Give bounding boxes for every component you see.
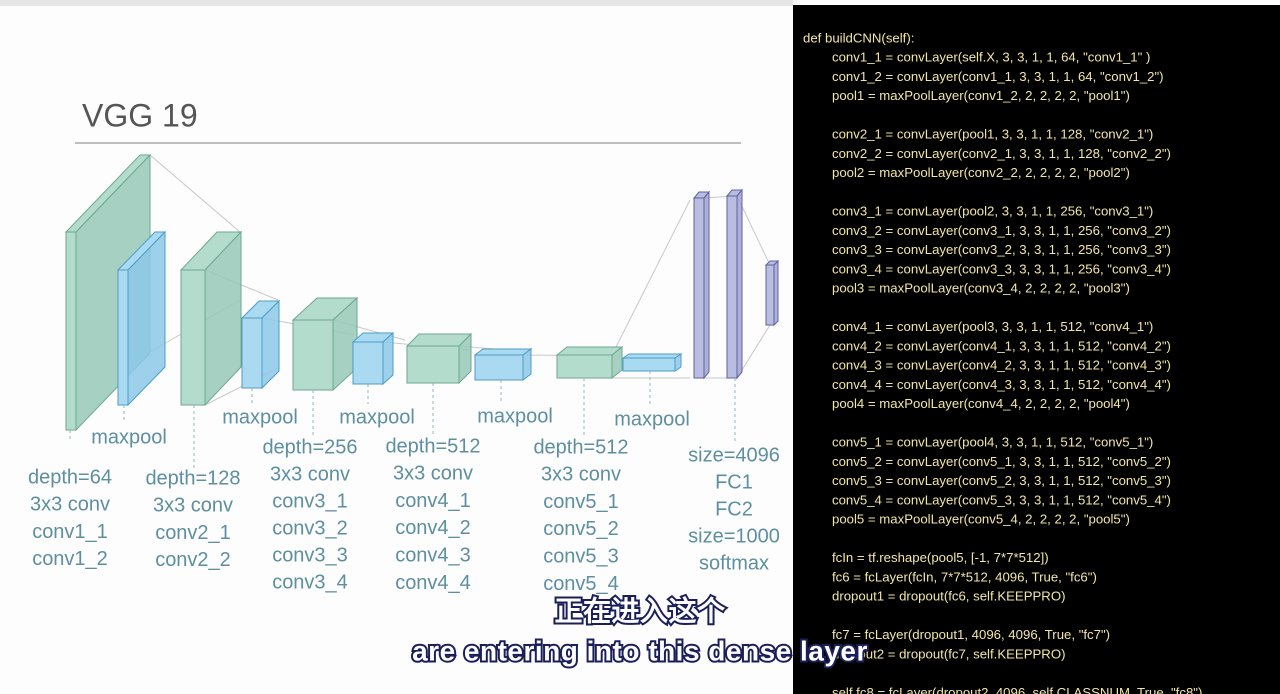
layer-top (621, 353, 683, 359)
layer-label: conv4_3 (395, 544, 471, 566)
layer-label: conv1_1 (32, 521, 108, 543)
layer-label: size=1000 (688, 525, 780, 547)
subtitle-chinese: 正在进入这个 (554, 594, 726, 626)
layer-front (241, 317, 263, 389)
code-line: pool1 = maxPoolLayer(conv1_2, 2, 2, 2, 2… (832, 88, 1130, 103)
layer-label: depth=512 (385, 435, 480, 457)
vgg-diagram (64, 153, 780, 468)
code-line: conv5_3 = convLayer(conv5_2, 3, 3, 1, 1,… (832, 473, 1171, 488)
layer-label: conv5_4 (543, 573, 619, 595)
connector (149, 154, 241, 233)
layer-front (406, 345, 460, 384)
diagram-labels: maxpool maxpool maxpool maxpool maxpool depth… (28, 405, 780, 595)
layer-front (622, 357, 676, 372)
code-line: conv4_2 = convLayer(conv4_1, 3, 3, 1, 1,… (832, 338, 1171, 353)
code-line: pool4 = maxPoolLayer(conv4_4, 2, 2, 2, 2… (832, 396, 1130, 411)
layer-label: depth=256 (262, 436, 357, 458)
layer-label: conv1_2 (32, 548, 108, 570)
code-line: conv1_2 = convLayer(conv1_1, 3, 3, 1, 1,… (832, 69, 1164, 84)
layer-front (765, 264, 775, 326)
layer-side (736, 188, 743, 380)
layer-front (352, 341, 384, 385)
code-line: conv5_2 = convLayer(conv5_1, 3, 3, 1, 1,… (832, 454, 1171, 469)
code-line: pool3 = maxPoolLayer(conv3_4, 2, 2, 2, 2… (832, 281, 1130, 296)
layer-front (693, 197, 705, 379)
layer-label: depth=64 (28, 466, 112, 488)
code-line: dropout1 = dropout(fc6, self.KEEPPRO) (832, 589, 1065, 604)
layer-label: depth=128 (145, 467, 240, 489)
layer-label: 3x3 conv (393, 463, 473, 485)
top-strip (0, 0, 793, 6)
connector (611, 199, 691, 356)
maxpool-label: maxpool (91, 426, 167, 448)
code-line: pool2 = maxPoolLayer(conv2_2, 2, 2, 2, 2… (832, 165, 1130, 180)
code-line: conv2_2 = convLayer(conv2_1, 3, 3, 1, 1,… (832, 146, 1171, 161)
layer-label: FC2 (715, 498, 753, 520)
code-line: conv1_1 = convLayer(self.X, 3, 3, 1, 1, … (832, 50, 1150, 65)
layer-side (522, 348, 532, 381)
code-line: fcIn = tf.reshape(pool5, [-1, 7*7*512]) (832, 550, 1049, 565)
layer-label: conv3_3 (272, 544, 348, 566)
layer-label: conv4_2 (395, 517, 471, 539)
layer-label: conv5_1 (543, 491, 619, 513)
code-line: pool5 = maxPoolLayer(conv5_4, 2, 2, 2, 2… (832, 512, 1130, 527)
layer-front (180, 269, 206, 406)
code-line: conv5_1 = convLayer(pool4, 3, 3, 1, 1, 5… (832, 435, 1153, 450)
layer-label: size=4096 (688, 444, 780, 466)
code-panel (793, 5, 1280, 694)
slide-title: VGG 19 (82, 97, 198, 133)
code-line: self.fc8 = fcLayer(dropout2, 4096, self.… (832, 685, 1202, 694)
maxpool-label: maxpool (339, 406, 415, 428)
code-line: conv2_1 = convLayer(pool1, 3, 3, 1, 1, 1… (832, 127, 1153, 142)
code-line: conv4_1 = convLayer(pool3, 3, 3, 1, 1, 5… (832, 319, 1153, 334)
layer-label: 3x3 conv (30, 494, 110, 516)
code-line: conv3_4 = convLayer(conv3_3, 3, 3, 1, 1,… (832, 261, 1171, 276)
layer-front (292, 319, 334, 391)
layer-label: 3x3 conv (270, 463, 350, 485)
layer-label: conv2_2 (155, 549, 231, 571)
code-line: conv4_3 = convLayer(conv4_2, 3, 3, 1, 1,… (832, 358, 1171, 373)
layer-top (473, 348, 533, 356)
layer-label: conv2_1 (155, 522, 231, 544)
maxpool-label: maxpool (222, 406, 298, 428)
layer-front (556, 354, 613, 379)
code-line: conv3_1 = convLayer(pool2, 3, 3, 1, 1, 2… (832, 204, 1153, 219)
maxpool-label: maxpool (614, 408, 690, 430)
layer-label: conv5_3 (543, 545, 619, 567)
code-line: conv4_4 = convLayer(conv4_3, 3, 3, 1, 1,… (832, 377, 1171, 392)
code-line: conv5_4 = convLayer(conv5_3, 3, 3, 1, 1,… (832, 492, 1171, 507)
layer-label: conv5_2 (543, 518, 619, 540)
layer-label: conv4_1 (395, 490, 471, 512)
layer-front (726, 195, 738, 379)
maxpool-label: maxpool (477, 405, 553, 427)
layer-label: conv3_4 (272, 571, 348, 593)
layer-label: conv3_2 (272, 517, 348, 539)
code-listing: def buildCNN(self): conv1_1 = convLayer(s… (803, 30, 1202, 694)
layer-label: FC1 (715, 471, 753, 493)
code-line: dropout2 = dropout(fc7, self.KEEPPRO) (832, 646, 1065, 661)
layer-front (65, 231, 77, 431)
layer-label: depth=512 (533, 436, 628, 458)
layer-label: 3x3 conv (153, 495, 233, 517)
layer-front (474, 354, 524, 381)
code-line: conv3_3 = convLayer(conv3_2, 3, 3, 1, 1,… (832, 242, 1171, 257)
layer-side (703, 190, 710, 380)
layer-label: conv3_1 (272, 490, 348, 512)
layer-label: conv4_4 (395, 572, 471, 594)
code-header: def buildCNN(self): (803, 30, 914, 45)
layer-front (117, 269, 129, 406)
subtitle-english: are entering into this dense layer (412, 635, 868, 666)
code-line: conv3_2 = convLayer(conv3_1, 3, 3, 1, 1,… (832, 223, 1171, 238)
layer-top (555, 346, 624, 356)
layer-label: softmax (699, 552, 769, 574)
code-line: fc7 = fcLayer(dropout1, 4096, 4096, True… (832, 627, 1110, 642)
layer-side (382, 331, 394, 386)
layer-label: 3x3 conv (541, 464, 621, 486)
code-line: fc6 = fcLayer(fcIn, 7*7*512, 4096, True,… (832, 569, 1097, 584)
layer-side (773, 259, 779, 327)
